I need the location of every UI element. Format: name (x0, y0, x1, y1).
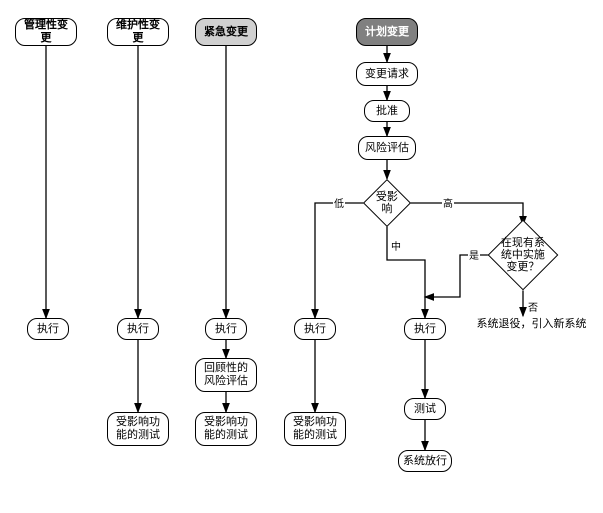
node-d1: 受影响 (370, 186, 404, 220)
node-x2: 执行 (205, 318, 247, 340)
node-x4: 执行 (404, 318, 446, 340)
node-x0: 执行 (27, 318, 69, 340)
node-n3b: 批准 (364, 100, 410, 122)
edge-label: 高 (442, 195, 454, 210)
node-h2: 紧急变更 (195, 18, 257, 46)
edge-label: 中 (390, 238, 402, 253)
node-h0: 管理性变更 (15, 18, 77, 46)
edge-label: 否 (527, 299, 539, 314)
edge-label: 低 (333, 195, 345, 210)
node-rel: 系统放行 (398, 450, 452, 472)
node-n3a: 变更请求 (356, 62, 418, 86)
node-d2: 在现有系统中实施变更？ (498, 230, 548, 280)
node-r2: 回顾性的风险评估 (195, 358, 257, 392)
edge-label: 是 (468, 247, 480, 262)
node-h3: 计划变更 (356, 18, 418, 46)
node-t2: 受影响功能的测试 (195, 412, 257, 446)
node-m4: 测试 (404, 398, 446, 420)
node-t1: 受影响功能的测试 (107, 412, 169, 446)
node-h1: 维护性变更 (107, 18, 169, 46)
node-x1: 执行 (117, 318, 159, 340)
node-t3: 受影响功能的测试 (284, 412, 346, 446)
node-n3c: 风险评估 (358, 136, 416, 160)
node-retire: 系统退役，引入新系统 (474, 316, 589, 332)
node-x3: 执行 (294, 318, 336, 340)
